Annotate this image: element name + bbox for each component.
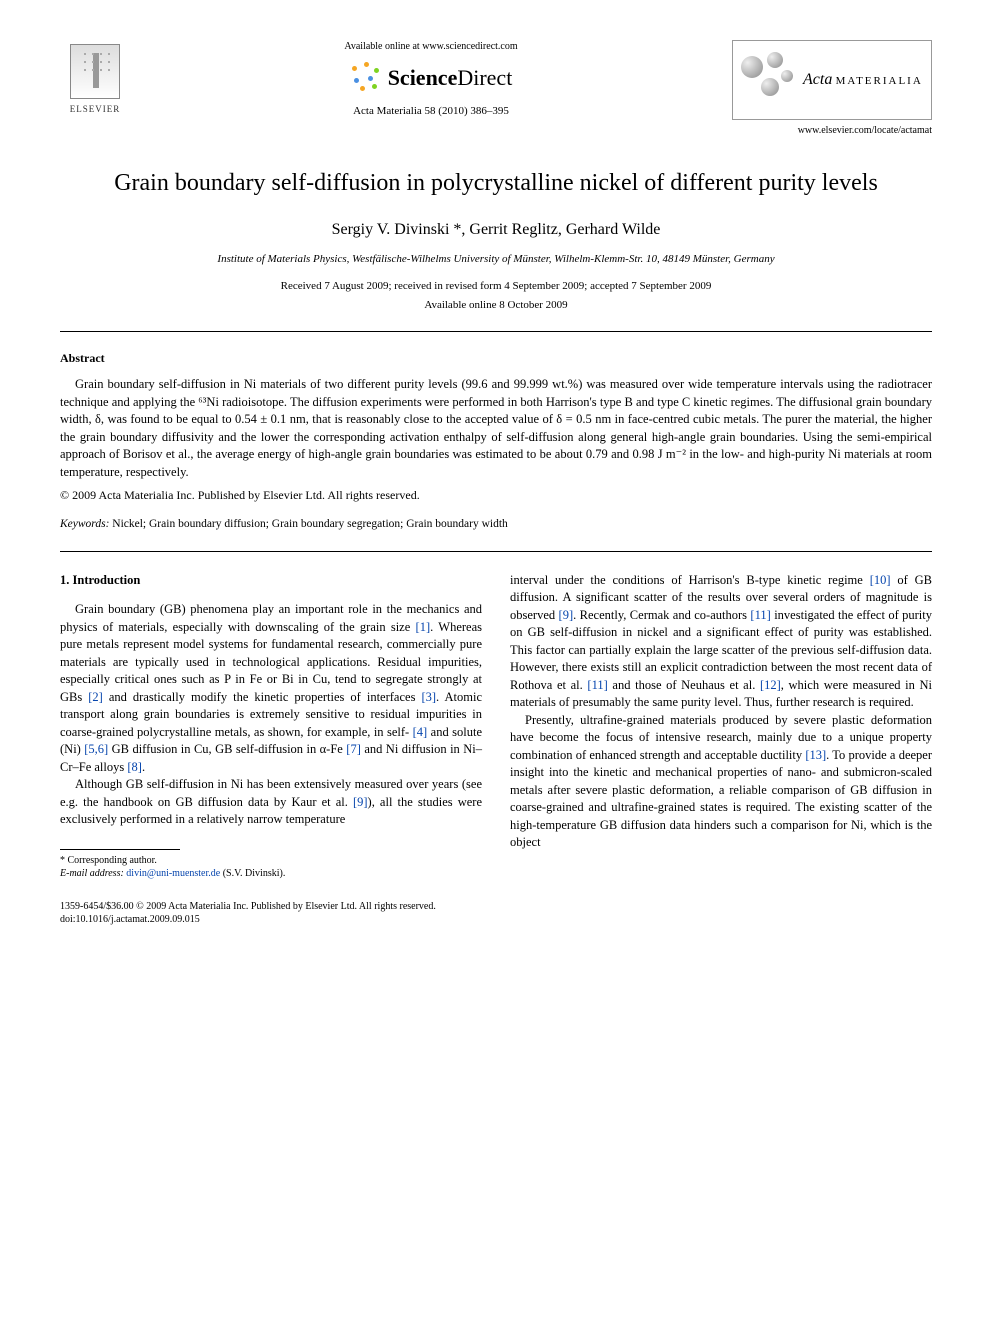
ref-11[interactable]: [11] <box>750 608 770 622</box>
ref-4[interactable]: [4] <box>413 725 428 739</box>
elsevier-label: ELSEVIER <box>70 103 121 115</box>
email-link[interactable]: divin@uni-muenster.de <box>126 868 220 879</box>
keywords: Keywords: Nickel; Grain boundary diffusi… <box>60 517 932 533</box>
ref-9[interactable]: [9] <box>353 795 368 809</box>
authors: Sergiy V. Divinski *, Gerrit Reglitz, Ge… <box>60 219 932 241</box>
footnote-email: E-mail address: divin@uni-muenster.de (S… <box>60 867 482 880</box>
body-columns: 1. Introduction Grain boundary (GB) phen… <box>60 572 932 880</box>
column-left: 1. Introduction Grain boundary (GB) phen… <box>60 572 482 880</box>
elsevier-logo: ELSEVIER <box>60 40 130 120</box>
journal-reference: Acta Materialia 58 (2010) 386–395 <box>130 104 732 119</box>
ref-11b[interactable]: [11] <box>587 678 607 692</box>
ref-13[interactable]: [13] <box>805 748 826 762</box>
footnote-corresponding: * Corresponding author. <box>60 854 482 867</box>
acta-logo-block: Acta MATERIALIA www.elsevier.com/locate/… <box>732 40 932 138</box>
col2-p2: Presently, ultrafine-grained materials p… <box>510 712 932 852</box>
ref-2[interactable]: [2] <box>88 690 103 704</box>
dates-received: Received 7 August 2009; received in revi… <box>60 279 932 294</box>
footer-copyright: 1359-6454/$36.00 © 2009 Acta Materialia … <box>60 900 932 913</box>
ref-5-6[interactable]: [5,6] <box>84 742 108 756</box>
ref-12[interactable]: [12] <box>760 678 781 692</box>
elsevier-tree-icon <box>70 44 120 99</box>
ref-9b[interactable]: [9] <box>559 608 574 622</box>
sciencedirect-logo: ScienceDirect <box>130 62 732 94</box>
affiliation: Institute of Materials Physics, Westfäli… <box>60 252 932 267</box>
article-title: Grain boundary self-diffusion in polycry… <box>80 168 912 199</box>
intro-p1: Grain boundary (GB) phenomena play an im… <box>60 601 482 776</box>
rule-top <box>60 331 932 332</box>
footer-doi: doi:10.1016/j.actamat.2009.09.015 <box>60 913 932 926</box>
footer: 1359-6454/$36.00 © 2009 Acta Materialia … <box>60 900 932 926</box>
column-right: interval under the conditions of Harriso… <box>510 572 932 880</box>
intro-p2: Although GB self-diffusion in Ni has bee… <box>60 776 482 829</box>
acta-text: Acta MATERIALIA <box>803 69 927 91</box>
ref-7[interactable]: [7] <box>346 742 361 756</box>
molecule-icon <box>737 50 797 110</box>
ref-10[interactable]: [10] <box>870 573 891 587</box>
ref-8[interactable]: [8] <box>127 760 142 774</box>
abstract-label: Abstract <box>60 350 932 366</box>
sciencedirect-text: ScienceDirect <box>388 63 513 93</box>
locate-url[interactable]: www.elsevier.com/locate/actamat <box>732 124 932 138</box>
ref-3[interactable]: [3] <box>421 690 436 704</box>
copyright-line: © 2009 Acta Materialia Inc. Published by… <box>60 487 932 503</box>
header-row: ELSEVIER Available online at www.science… <box>60 40 932 138</box>
dates-available: Available online 8 October 2009 <box>60 298 932 313</box>
abstract-text: Grain boundary self-diffusion in Ni mate… <box>60 376 932 481</box>
available-online-text: Available online at www.sciencedirect.co… <box>130 40 732 54</box>
ref-1[interactable]: [1] <box>416 620 431 634</box>
center-header: Available online at www.sciencedirect.co… <box>130 40 732 118</box>
rule-bottom <box>60 551 932 552</box>
acta-materialia-logo: Acta MATERIALIA <box>732 40 932 120</box>
footnote-rule <box>60 849 180 850</box>
sd-burst-icon <box>350 62 382 94</box>
intro-heading: 1. Introduction <box>60 572 482 590</box>
col2-p1: interval under the conditions of Harriso… <box>510 572 932 712</box>
